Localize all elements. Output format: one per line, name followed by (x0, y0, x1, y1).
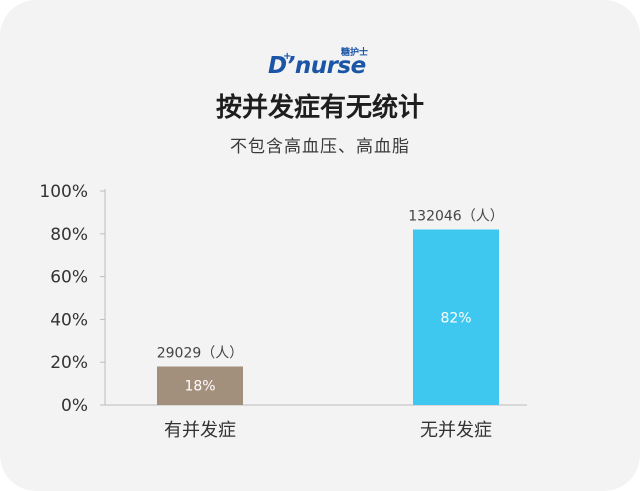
y-tick-label: 100% (39, 182, 88, 202)
dnurse-logo: D’nurse + 糖护士 (268, 48, 378, 81)
bar-value-label: 82% (440, 310, 471, 326)
bar-count-label: 29029（人） (157, 345, 244, 361)
y-tick-label: 40% (50, 310, 88, 330)
x-category-label: 无并发症 (420, 420, 492, 441)
bar (413, 229, 499, 405)
chart-subtitle: 不包含高血压、高血脂 (230, 137, 410, 157)
chart-title: 按并发症有无统计 (215, 93, 424, 123)
y-tick-label: 0% (61, 396, 88, 416)
logo-subtext: 糖护士 (341, 48, 369, 58)
x-category-label: 有并发症 (164, 420, 236, 441)
y-tick-label: 60% (50, 268, 88, 288)
y-tick-label: 80% (50, 225, 88, 245)
bar (157, 366, 243, 405)
logo-cross-icon: + (283, 51, 292, 62)
bar-count-label: 132046（人） (408, 209, 503, 225)
bar-value-label: 18% (184, 379, 215, 395)
logo-wordmark: D’nurse (268, 53, 366, 79)
y-tick-label: 20% (50, 353, 88, 373)
